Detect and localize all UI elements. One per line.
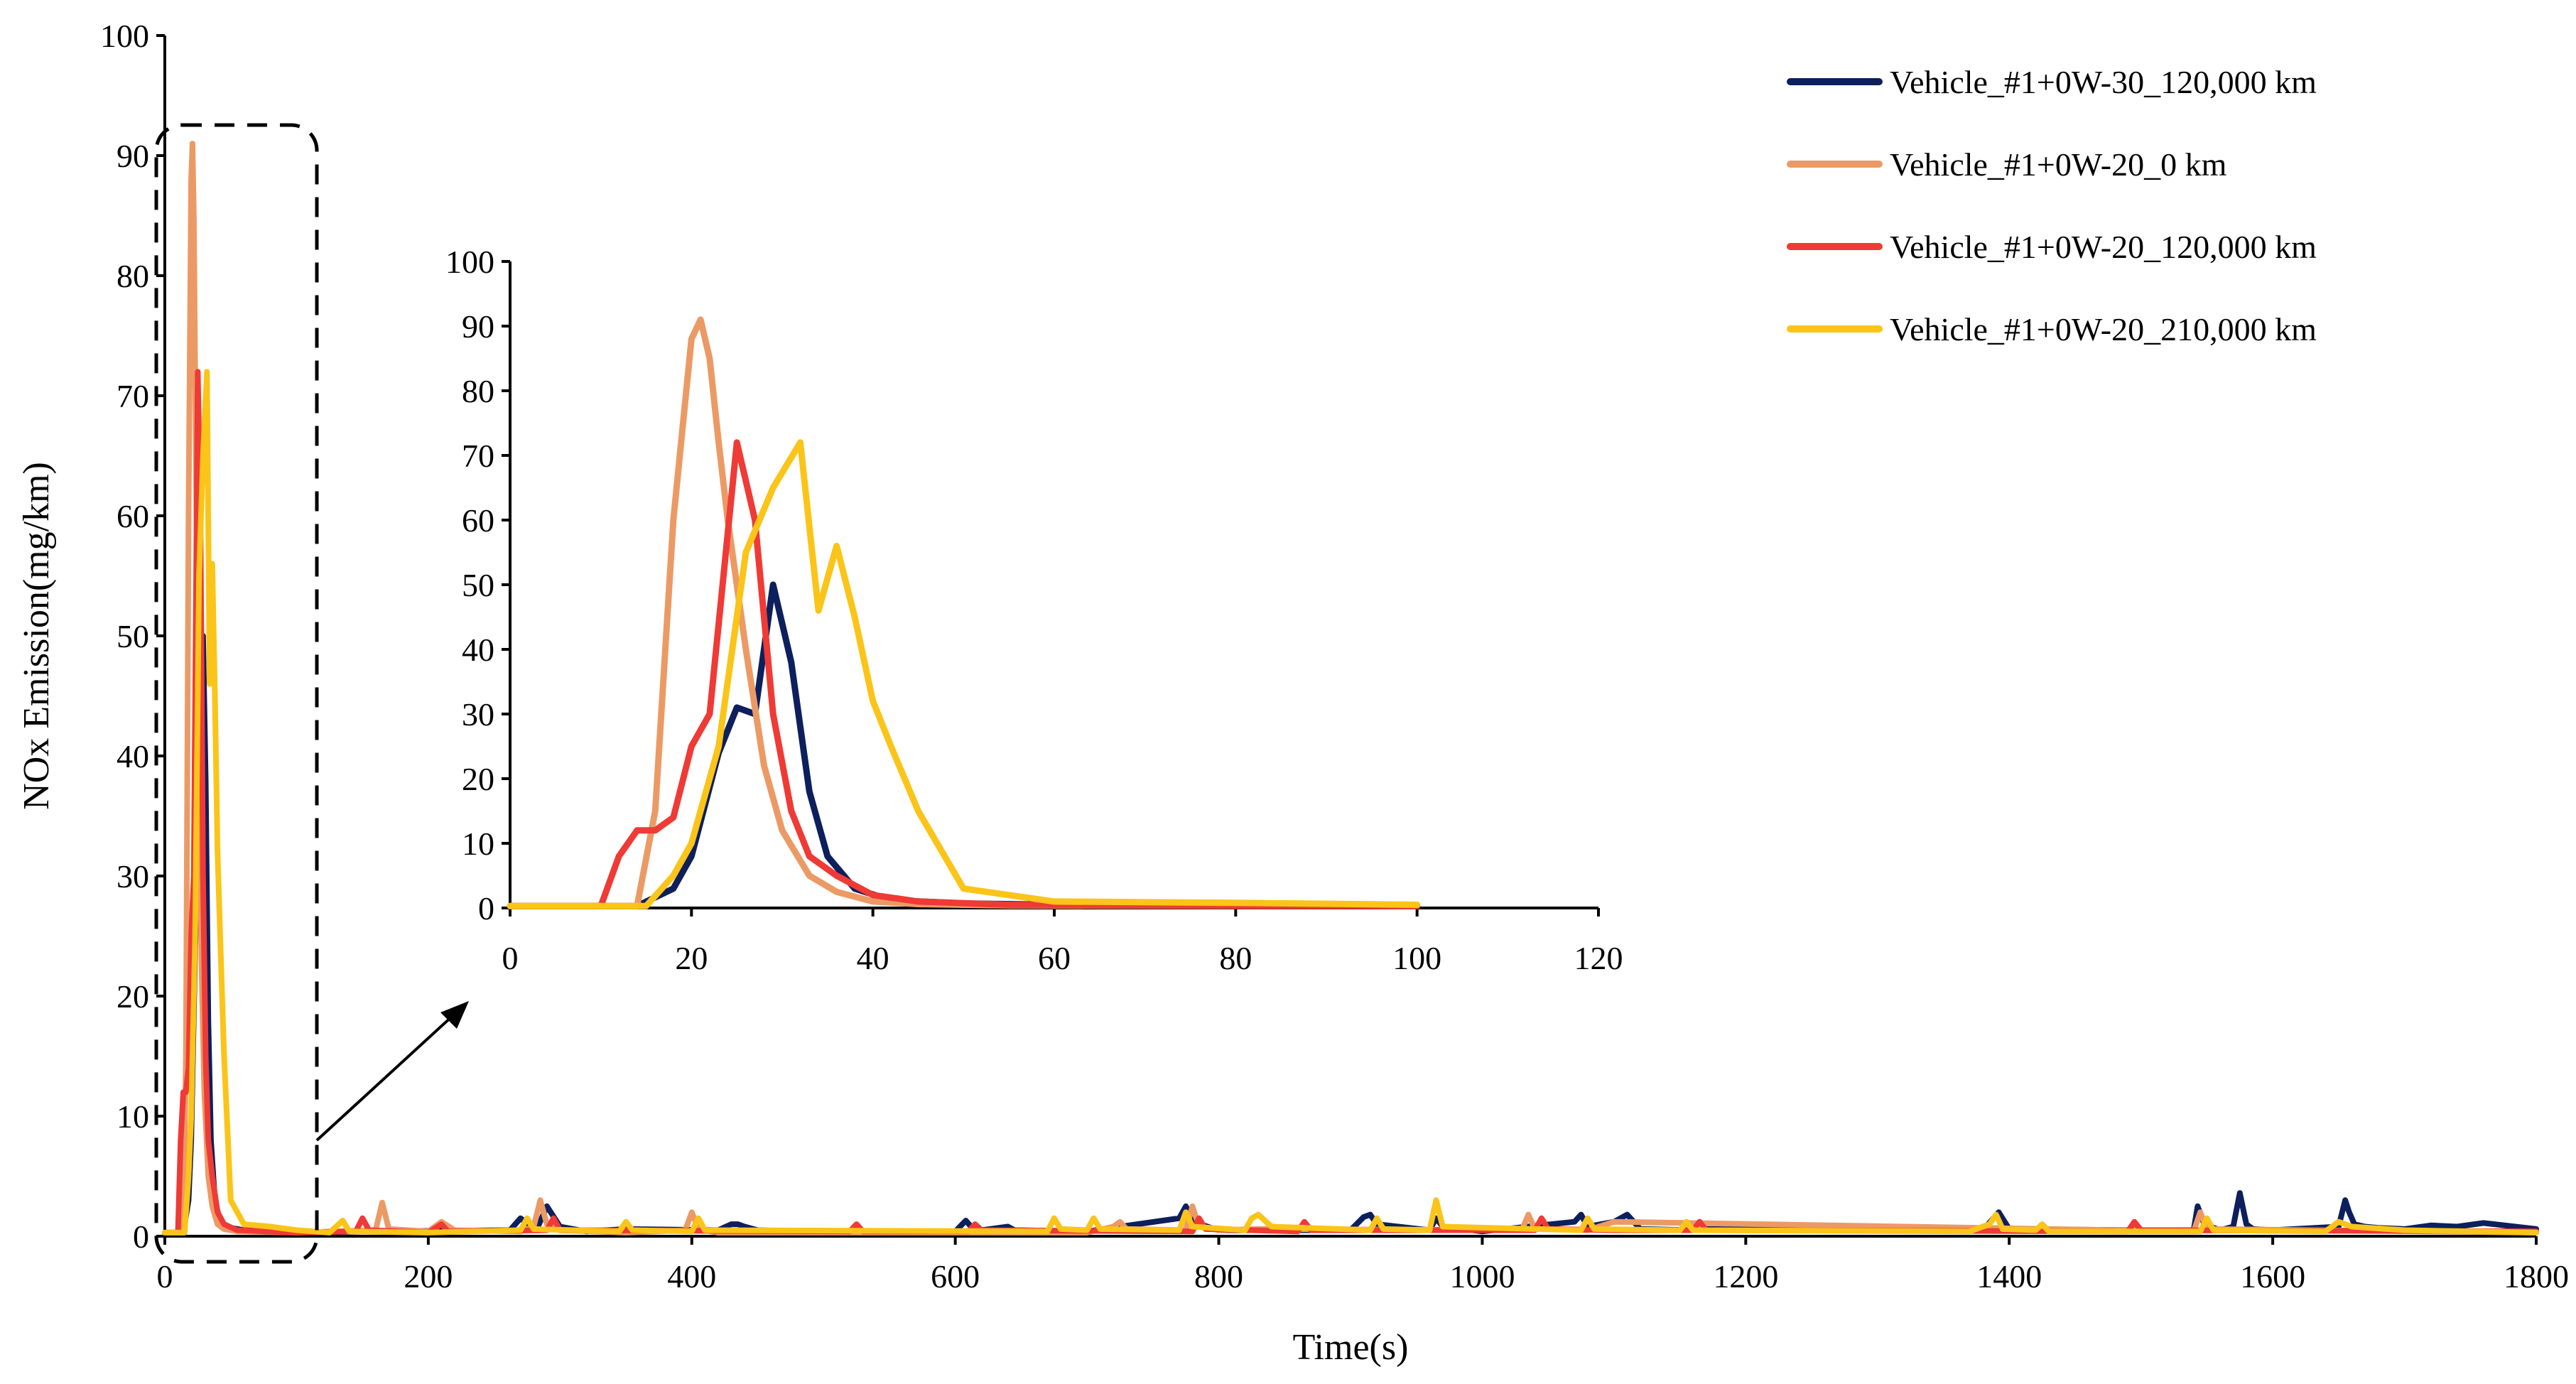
zoom-region-box [154,123,319,1264]
series-line-4 [162,369,2539,1236]
inset-x-tick-label: 120 [1574,940,1623,976]
main-x-tick-label: 400 [667,1258,716,1294]
inset-y-tick-label: 40 [462,632,494,668]
main-y-tick-label: 60 [117,498,149,534]
inset-y-tick-label: 100 [445,244,494,280]
inset-y-tick-label: 30 [462,696,494,732]
legend-label-1: Vehicle_#1+0W-30_120,000 km [1890,64,2317,100]
inset-series-group [507,316,1421,909]
main-y-tick-label: 90 [117,138,149,174]
legend-label-4: Vehicle_#1+0W-20_210,000 km [1890,311,2317,347]
inset-y-tick-label: 10 [462,826,494,862]
main-x-tick-label: 0 [157,1258,173,1294]
inset-x-tick-label: 20 [675,940,708,976]
main-x-tick-label: 200 [404,1258,453,1294]
inset-y-tick-label: 80 [462,373,494,409]
main-x-tick-label: 1000 [1449,1258,1515,1294]
inset-x-tick-label: 100 [1392,940,1441,976]
inset-y-tick-label: 70 [462,438,494,474]
main-y-tick-label: 30 [117,858,149,894]
inset-y-tick-label: 90 [462,308,494,345]
main-y-tick-label: 0 [133,1218,149,1255]
y-axis-title: NOx Emission(mg/km) [16,462,57,810]
series-line-3 [507,439,1421,909]
inset-x-tick-label: 80 [1219,940,1252,976]
main-x-tick-label: 800 [1194,1258,1243,1294]
main-plot: 0 200 400 600 800 1000 1200 1400 1600 18000102030… [100,18,2569,1294]
series-line-3 [162,369,2539,1236]
inset-x-tick-label: 60 [1038,940,1071,976]
legend-label-2: Vehicle_#1+0W-20_0 km [1890,146,2227,183]
series-line-2 [507,316,1421,909]
series-line-4 [507,439,1421,909]
x-axis-title: Time(s) [1293,1327,1409,1368]
main-y-tick-label: 100 [100,18,149,54]
main-y-tick-label: 70 [117,378,149,414]
main-x-tick-label: 1400 [1976,1258,2042,1294]
legend: Vehicle_#1+0W-30_120,000 km Vehicle_#1+0W… [1787,64,2317,347]
zoom-arrow [315,1001,469,1142]
main-series-group [162,141,2539,1236]
series-line-2 [162,141,2539,1236]
main-y-tick-label: 80 [117,258,149,294]
main-x-tick-label: 1600 [2240,1258,2305,1294]
main-x-tick-label: 1200 [1713,1258,1778,1294]
main-y-tick-label: 50 [117,618,149,654]
legend-label-3: Vehicle_#1+0W-20_120,000 km [1890,229,2317,265]
series-line-1 [162,633,2539,1236]
inset-plot: 0 20 40 60 80 100 120 0 10 20 30 40 50 60 70 80 90 100 [445,244,1623,976]
main-y-tick-label: 20 [117,978,149,1015]
inset-x-tick-label: 0 [502,940,519,976]
main-y-tick-label: 40 [117,738,149,774]
inset-y-tick-label: 0 [478,890,494,926]
inset-y-tick-label: 50 [462,567,494,603]
main-x-tick-label: 1800 [2504,1258,2569,1294]
inset-y-tick-label: 60 [462,502,494,539]
main-y-tick-label: 10 [117,1098,149,1135]
main-x-tick-label: 600 [931,1258,980,1294]
inset-x-tick-label: 40 [857,940,889,976]
inset-y-tick-label: 20 [462,761,494,797]
